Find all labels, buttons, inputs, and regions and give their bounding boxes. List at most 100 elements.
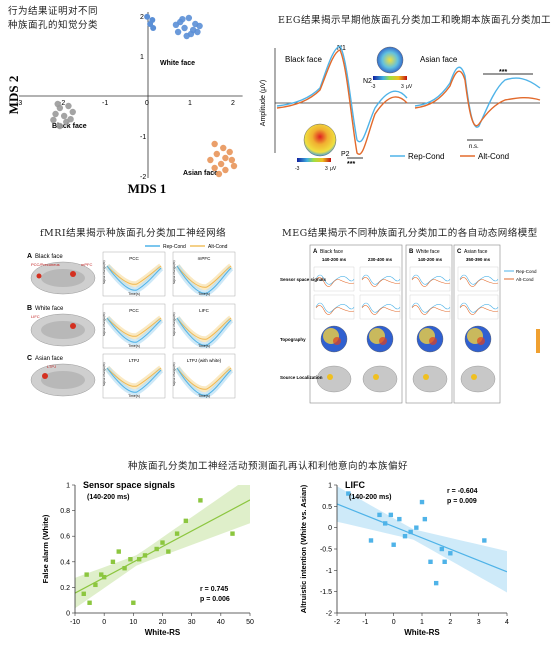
meg-rep-line xyxy=(459,274,499,285)
scatter-fit-line xyxy=(337,503,507,573)
eeg-n2: N2 xyxy=(363,78,372,85)
fmri-plot-title: LTPJ (with white) xyxy=(187,358,222,363)
fmri-row-letter: A xyxy=(27,253,32,260)
mds-ytick: 1 xyxy=(140,54,144,61)
meg-col-letter: C xyxy=(457,249,462,255)
fmri-brain-inner xyxy=(41,321,85,339)
scatter-xtick: 0 xyxy=(102,619,106,626)
mds-ytick: -1 xyxy=(140,134,146,141)
scatter-xtick: 1 xyxy=(420,619,424,626)
scatter-point xyxy=(448,551,453,556)
fmri-xlabel: Time(s) xyxy=(128,292,140,296)
fmri-alt-line xyxy=(176,265,232,288)
scatter-subtitle: (140-200 ms) xyxy=(87,494,129,501)
mds-point xyxy=(211,164,218,172)
mds-point xyxy=(230,162,238,170)
meg-window-label: 140-200 ms xyxy=(418,257,443,262)
mds-ytick: -2 xyxy=(140,174,146,181)
scatter-point xyxy=(131,600,136,605)
eeg-ns: n.s. xyxy=(469,144,479,150)
scatter-point xyxy=(377,512,382,518)
meg-col-frame xyxy=(453,244,501,404)
mds-point xyxy=(144,13,151,20)
fmri-rep-line xyxy=(176,317,232,346)
mds-ytick: 2 xyxy=(140,14,144,21)
meg-rep-line xyxy=(315,302,355,313)
scatter-xlabel: White-RS xyxy=(145,628,181,637)
scatter-title: Sensor space signals xyxy=(83,480,175,490)
fmri-activation xyxy=(36,273,42,279)
meg-source-brain xyxy=(362,365,398,393)
meg-row-label: Sensor space signals xyxy=(280,277,327,282)
scatter-ytick: -2 xyxy=(326,611,332,618)
eeg-asian-label: Asian face xyxy=(420,55,458,64)
mds-point xyxy=(228,156,236,164)
scatter-point xyxy=(397,516,402,522)
scatter-ytick: 0.2 xyxy=(60,585,70,592)
scatter-ylabel: Altruistic intention (White vs. Asian) xyxy=(299,484,308,613)
scatter-point xyxy=(482,538,487,543)
scatter-point xyxy=(402,534,408,539)
mds-point xyxy=(50,116,57,124)
eeg-scale-pos-top: 3 xyxy=(401,84,404,90)
mds-point xyxy=(222,154,229,162)
scatter-point xyxy=(442,559,447,564)
scatter-point xyxy=(174,531,180,536)
scatter-point xyxy=(84,572,89,577)
meg-row-label: Source Localization xyxy=(280,375,323,380)
mds-point xyxy=(56,122,64,130)
scatter-point xyxy=(101,574,107,580)
fmri-brain-inner xyxy=(41,371,85,389)
fmri-figure: Rep-Cond Alt-Cond A Black face PCC/Precune… xyxy=(27,244,236,399)
mds-xtick: -3 xyxy=(16,100,22,107)
scatter-xtick: 50 xyxy=(246,619,254,626)
meg-signal-frame xyxy=(359,294,401,320)
eeg-scale-neg-bottom: -3 xyxy=(295,166,300,172)
eeg-p2: P2 xyxy=(341,151,350,158)
mds-point xyxy=(60,112,68,120)
scatter-point xyxy=(87,600,92,605)
meg-source-brain xyxy=(412,365,448,393)
mds-xtick: 1 xyxy=(188,100,192,107)
meg-signal-frame xyxy=(409,266,451,292)
mds-point xyxy=(67,116,74,123)
fmri-row-label: White face xyxy=(35,306,64,312)
scatter-point xyxy=(166,549,171,554)
fmri-rep-line xyxy=(176,265,232,294)
mds-label-white: White face xyxy=(160,60,195,67)
fmri-plot-title: PCC xyxy=(129,308,139,313)
fmri-region-label: PCC/Precuneus xyxy=(31,262,60,267)
mds-xtick: 2 xyxy=(231,100,235,107)
fmri-plot-title: LTPJ xyxy=(129,358,139,363)
fmri-ylabel: Signal change(%) xyxy=(102,312,106,336)
scatter-point xyxy=(439,546,445,552)
scatter-ytick: 0.6 xyxy=(60,534,70,541)
meg-col-label: White face xyxy=(416,249,440,255)
scatter-ytick: 0.4 xyxy=(60,559,70,566)
meg-signal-frame xyxy=(313,266,355,292)
scatter-subtitle: (140-200 ms) xyxy=(349,494,391,501)
scatter-point xyxy=(136,557,142,562)
meg-alt-line xyxy=(459,277,499,287)
meg-rep-line xyxy=(411,274,451,285)
fmri-activation xyxy=(70,271,76,277)
scatter-point xyxy=(391,542,396,547)
mds-point xyxy=(54,100,61,108)
mds-point xyxy=(172,21,180,28)
fmri-rep-line xyxy=(106,367,162,393)
fmri-xlabel: Time(s) xyxy=(198,344,210,348)
scatter-xlabel: White-RS xyxy=(404,628,440,637)
scatter-ytick: 0 xyxy=(328,525,332,532)
scatter-xtick: -2 xyxy=(334,619,340,626)
mds-caption-line2: 种族面孔的知觉分类 xyxy=(8,20,99,31)
scatter-xtick: 10 xyxy=(129,619,137,626)
scatter-xtick: 40 xyxy=(217,619,225,626)
scatter-ytick: 1 xyxy=(66,483,70,490)
fmri-legend-alt: Alt-Cond xyxy=(208,244,228,250)
scatter-ytick: 0 xyxy=(66,611,70,618)
mds-label-black: Black face xyxy=(52,123,87,130)
scatter-stat-p: p = 0.006 xyxy=(200,596,230,603)
scatter-xtick: 30 xyxy=(188,619,196,626)
fmri-title: fMRI结果揭示种族面孔分类加工神经网络 xyxy=(40,228,227,239)
fmri-alt-line xyxy=(106,317,162,337)
